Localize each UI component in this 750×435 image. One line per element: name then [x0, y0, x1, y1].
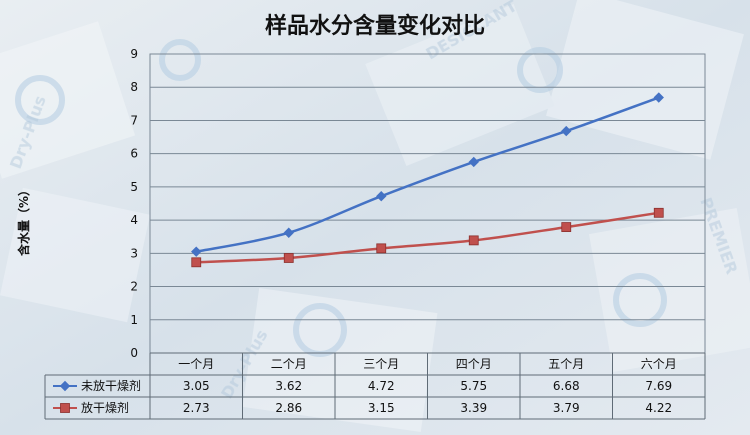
- data-point-1: [468, 235, 479, 246]
- data-table-value: 3.39: [460, 401, 487, 415]
- y-tick-label: 1: [130, 313, 138, 327]
- x-category-label: 五个月: [548, 357, 584, 371]
- x-category-label: 六个月: [641, 357, 677, 371]
- data-table-value: 3.15: [368, 401, 395, 415]
- y-tick-label: 7: [130, 113, 138, 127]
- x-category-label: 一个月: [178, 357, 214, 371]
- data-point-1: [283, 253, 294, 263]
- y-tick-label: 8: [130, 80, 138, 94]
- x-category-label: 四个月: [456, 357, 492, 371]
- chart-title: 样品水分含量变化对比: [264, 14, 485, 39]
- y-tick-label: 9: [130, 47, 138, 61]
- x-category-label: 三个月: [363, 357, 399, 371]
- y-tick-label: 3: [130, 246, 138, 260]
- data-table-value: 3.79: [553, 401, 580, 415]
- data-table-value: 7.69: [645, 379, 672, 393]
- legend-label-0: 未放干燥剂: [81, 378, 141, 393]
- legend-key-marker-0: [59, 380, 71, 392]
- y-tick-label: 6: [130, 147, 138, 161]
- legend-key-marker-1: [60, 403, 70, 413]
- data-table-value: 2.73: [183, 401, 210, 415]
- series-line-0: [195, 96, 660, 253]
- data-table-value: 4.22: [645, 401, 672, 415]
- data-point-0: [653, 92, 664, 103]
- data-point-1: [653, 207, 664, 218]
- data-point-1: [561, 222, 572, 232]
- y-tick-label: 0: [130, 346, 138, 360]
- x-category-label: 二个月: [271, 357, 307, 371]
- data-table-value: 5.75: [460, 379, 487, 393]
- data-point-0: [376, 190, 387, 202]
- data-point-0: [191, 246, 202, 257]
- data-point-1: [191, 257, 202, 268]
- legend-label-1: 放干燥剂: [81, 400, 129, 415]
- data-table-value: 4.72: [368, 379, 395, 393]
- series-line-1: [196, 211, 659, 264]
- y-tick-label: 2: [130, 280, 138, 294]
- data-point-0: [283, 227, 294, 238]
- y-tick-label: 5: [130, 180, 138, 194]
- data-table-value: 3.62: [275, 379, 302, 393]
- y-tick-label: 4: [130, 213, 138, 227]
- data-point-0: [561, 125, 572, 137]
- data-table-value: 6.68: [553, 379, 580, 393]
- data-table-value: 2.86: [275, 401, 302, 415]
- data-point-1: [376, 243, 387, 254]
- data-table-value: 3.05: [183, 379, 210, 393]
- data-point-0: [468, 156, 479, 168]
- plot-area-border: [149, 53, 706, 354]
